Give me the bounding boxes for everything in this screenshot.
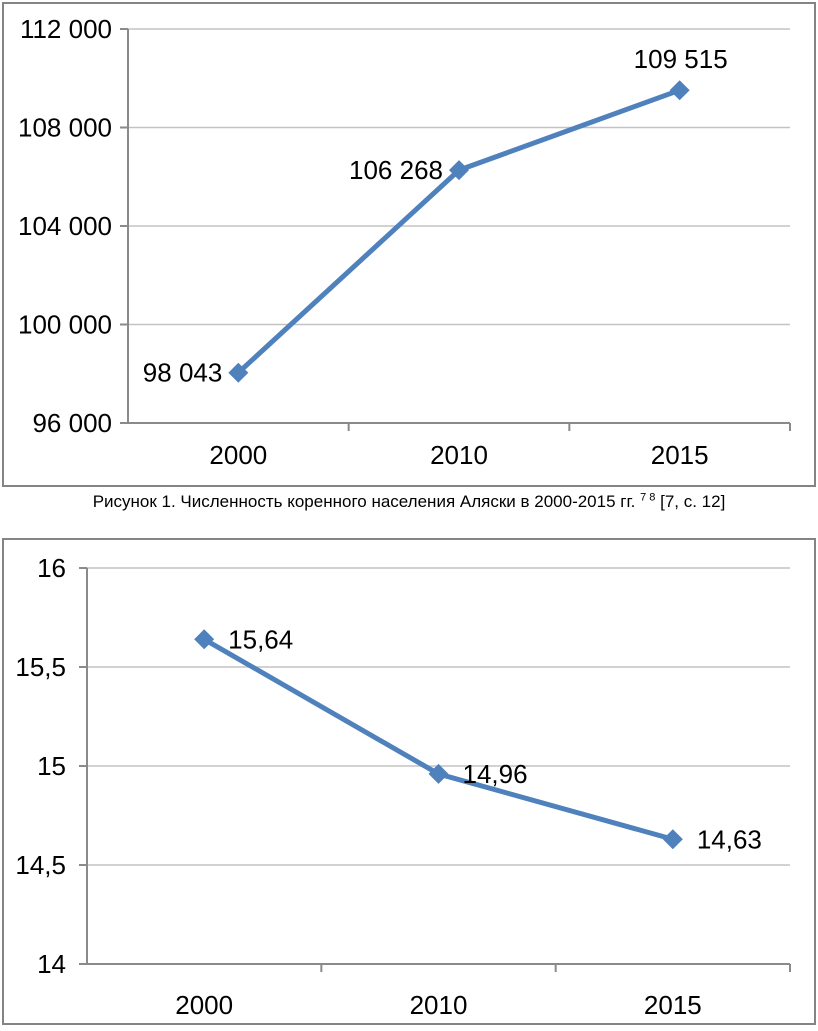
data-point-marker: [669, 80, 690, 101]
data-label: 106 268: [349, 155, 443, 185]
y-tick-label: 14,5: [15, 850, 66, 880]
figure2-share-chart-frame: 14 14,5 15 15,5 16 2000 2010 2015 15,64 14,96 14,6…: [2, 538, 816, 1025]
series-line: [235, 87, 683, 376]
population-line-chart: 96 000 100 000 104 000 108 000 112 000 2000 20…: [18, 14, 791, 470]
y-tick-label: 112 000: [20, 14, 112, 44]
figure1-population-chart-frame: 96 000 100 000 104 000 108 000 112 000 2000 20…: [2, 2, 816, 487]
caption-text: Рисунок 1. Численность коренного населен…: [92, 492, 636, 511]
caption-citation: [7, с. 12]: [660, 492, 726, 511]
data-label: 15,64: [228, 624, 293, 654]
x-tick-label: 2010: [410, 990, 468, 1019]
caption-footnote-refs: 7 8: [640, 491, 656, 504]
y-tick-label: 16: [37, 553, 66, 583]
x-tick-label: 2010: [430, 440, 488, 470]
data-point-marker: [228, 362, 249, 383]
y-tick-label: 104 000: [18, 211, 112, 241]
data-point-marker: [194, 629, 215, 650]
y-tick-label: 15: [37, 751, 66, 781]
data-label: 14,63: [697, 824, 762, 854]
data-point-marker: [449, 160, 469, 181]
data-label: 14,96: [463, 759, 528, 789]
x-tick-label: 2000: [175, 990, 233, 1019]
x-tick-label: 2015: [644, 990, 702, 1019]
figure1-caption: Рисунок 1. Численность коренного населен…: [0, 490, 818, 514]
y-tick-label: 15,5: [15, 652, 66, 682]
y-tick-label: 108 000: [18, 113, 112, 143]
y-tick-label: 100 000: [18, 310, 112, 340]
y-tick-label: 96 000: [32, 408, 112, 438]
series-line: [201, 636, 676, 842]
share-line-chart: 14 14,5 15 15,5 16 2000 2010 2015 15,64 14,96 14,6…: [15, 553, 791, 1019]
x-tick-label: 2000: [209, 440, 267, 470]
data-label: 98 043: [143, 358, 223, 388]
data-point-marker: [662, 829, 683, 850]
data-point-marker: [428, 763, 449, 784]
x-tick-label: 2015: [651, 440, 709, 470]
data-label: 109 515: [634, 44, 728, 74]
y-tick-label: 14: [37, 949, 66, 979]
